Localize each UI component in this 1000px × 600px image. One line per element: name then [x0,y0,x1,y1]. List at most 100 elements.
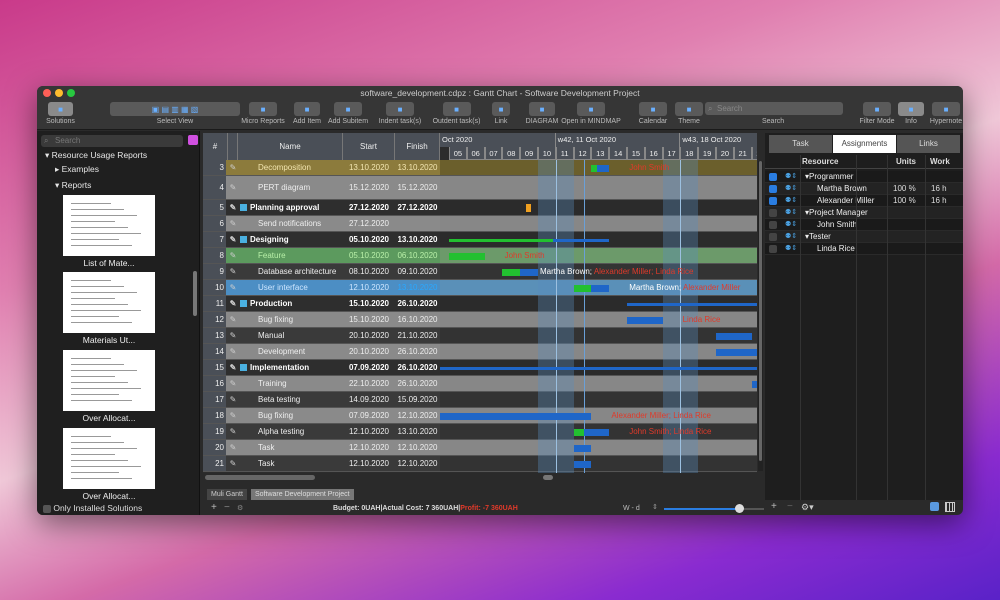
table-row[interactable]: 4 ✎ PERT diagram 15.12.2020 15.12.2020 [203,176,440,200]
report-thumbnail[interactable] [63,272,155,333]
task-bar[interactable] [627,302,757,306]
tab-assignments[interactable]: Assignments [833,135,896,153]
minimize-button[interactable] [55,89,63,97]
collapse-icon[interactable] [240,204,247,211]
assignment-row[interactable]: ⚉⇕ Alexander Miller 100 % 16 h [765,195,963,207]
view-settings-icon[interactable]: ⚙ [237,505,244,512]
remove-resource-button[interactable]: − [787,501,793,512]
table-row[interactable]: 19 ✎ Alpha testing 12.10.2020 13.10.2020 [203,424,440,440]
table-row[interactable]: 3 ✎ Decomposition 13.10.2020 13.10.2020 [203,160,440,176]
solution-badge-icon[interactable] [188,135,198,145]
toolbar-report-button[interactable]: ■ Micro Reports [237,102,289,125]
col-header-start[interactable]: Start [343,133,395,160]
toolbar-diagram-button[interactable]: ■ DIAGRAM [522,102,562,125]
table-row[interactable]: 6 ✎ Send notifications 27.12.2020 [203,216,440,232]
tab-task[interactable]: Task [769,135,832,153]
table-row[interactable]: 21 ✎ Task 12.10.2020 12.10.2020 [203,456,440,472]
only-installed-checkbox[interactable]: Only Installed Solutions [43,503,142,513]
sidebar-scrollbar[interactable] [193,271,197,316]
remove-view-button[interactable]: − [224,502,230,513]
toolbar-indent-button[interactable]: ■ Indent task(s) [370,102,430,125]
timescale-stepper[interactable]: ⇕ [652,504,658,511]
toolbar-outdent-button[interactable]: ■ Outdent task(s) [422,102,491,125]
task-bar[interactable] [573,444,592,452]
assignment-row[interactable]: ⚉⇕ Martha Brown 100 % 16 h [765,183,963,195]
toolbar-link-button[interactable]: ■ Link [485,102,517,125]
report-thumbnail[interactable] [63,350,155,411]
report-thumbnail[interactable] [63,195,155,256]
toolbar-calendar-button[interactable]: ■ Calendar [632,102,674,125]
assign-checkbox[interactable] [769,233,777,241]
table-row[interactable]: 7 ✎ Designing 05.10.2020 13.10.2020 [203,232,440,248]
zoom-slider[interactable] [664,504,764,513]
col-header-finish[interactable]: Finish [395,133,440,160]
table-row[interactable]: 10 ✎ User interface 12.10.2020 13.10.2020 [203,280,440,296]
assign-checkbox[interactable] [769,185,777,193]
assign-checkbox[interactable] [769,221,777,229]
table-row[interactable]: 8 ✎ Feature 05.10.2020 06.10.2020 [203,248,440,264]
table-row[interactable]: 16 ✎ Training 22.10.2020 26.10.2020 [203,376,440,392]
task-bar[interactable] [440,412,592,420]
toolbar-search-input[interactable]: ⌕ Search [705,102,843,115]
task-bar[interactable] [449,252,485,260]
task-bar[interactable] [440,366,757,370]
toolbar-view-button[interactable]: ▣ ▤ ▥ ▦ ▧ Select View [87,102,263,125]
table-row[interactable]: 5 ✎ Planning approval 27.12.2020 27.12.2020 [203,200,440,216]
tree-item-examples[interactable]: ▸ Examples [55,164,99,174]
assignment-row[interactable]: ⚉⇕ ▾Programmer [765,171,963,183]
col-header-num[interactable]: # [203,133,228,160]
task-bar[interactable] [573,460,592,468]
toolbar-add-subitem-button[interactable]: ■ Add Subitem [321,102,375,125]
table-row[interactable]: 12 ✎ Bug fixing 15.10.2020 16.10.2020 [203,312,440,328]
assignment-row[interactable]: ⚉⇕ Linda Rice [765,243,963,255]
table-row[interactable]: 13 ✎ Manual 20.10.2020 21.10.2020 [203,328,440,344]
assignment-row[interactable]: ⚉⇕ ▾Project Manager [765,207,963,219]
task-bar[interactable] [751,380,757,388]
table-row[interactable]: 18 ✎ Bug fixing 07.09.2020 12.10.2020 [203,408,440,424]
collapse-icon[interactable] [240,364,247,371]
col-header-resource[interactable]: Resource [802,157,839,166]
view-tab-multi-gantt[interactable]: Muli Gantt [207,489,247,500]
toolbar-add-item-button[interactable]: ■ Add Item [287,102,327,125]
task-bar[interactable] [716,332,752,340]
sidebar-search-input[interactable]: ⌕ Search [41,135,183,147]
task-bar[interactable] [502,268,538,276]
toolbar-info-button[interactable]: ■ Info [891,102,931,125]
toolbar-hypernote-button[interactable]: ■ Hypernote [923,102,963,125]
assign-checkbox[interactable] [769,209,777,217]
tree-section-resource-usage[interactable]: ▾ Resource Usage Reports [45,150,148,160]
table-horizontal-scrollbar[interactable] [205,475,315,480]
resource-settings-icon[interactable]: ⚙▾ [801,502,814,512]
task-bar[interactable] [591,164,610,172]
view-tab-software-dev[interactable]: Software Development Project [251,489,354,500]
resource-people-icon[interactable] [930,502,939,511]
task-bar[interactable] [716,348,757,356]
assign-checkbox[interactable] [769,173,777,181]
assign-checkbox[interactable] [769,245,777,253]
tab-links[interactable]: Links [897,135,960,153]
toolbar-solutions-button[interactable]: ■ Solutions [41,102,80,125]
toolbar-mindmap-button[interactable]: ■ Open in MINDMAP [557,102,625,125]
task-bar[interactable] [627,316,663,324]
task-bar[interactable] [573,284,610,292]
toolbar-theme-button[interactable]: ■ Theme [667,102,711,125]
milestone-icon[interactable] [526,204,532,212]
table-row[interactable]: 9 ✎ Database architecture 08.10.2020 09.10.2… [203,264,440,280]
add-view-button[interactable]: + [211,502,217,513]
assign-checkbox[interactable] [769,197,777,205]
task-bar[interactable] [573,428,610,436]
add-resource-button[interactable]: + [771,501,777,512]
gantt-horizontal-scrollbar[interactable] [543,475,553,480]
table-row[interactable]: 11 ✎ Production 15.10.2020 26.10.2020 [203,296,440,312]
col-header-units[interactable]: Units [896,157,916,166]
table-row[interactable]: 17 ✎ Beta testing 14.09.2020 15.09.2020 [203,392,440,408]
gantt-vertical-scrollbar[interactable] [758,161,763,471]
grid-view-icon[interactable] [945,502,955,512]
task-bar[interactable] [449,238,610,242]
assignment-row[interactable]: ⚉⇕ John Smith [765,219,963,231]
table-row[interactable]: 20 ✎ Task 12.10.2020 12.10.2020 [203,440,440,456]
collapse-icon[interactable] [240,300,247,307]
toolbar-filter-button[interactable]: ■ Filter Mode [855,102,899,125]
table-row[interactable]: 15 ✎ Implementation 07.09.2020 26.10.2020 [203,360,440,376]
col-header-work[interactable]: Work [930,157,950,166]
